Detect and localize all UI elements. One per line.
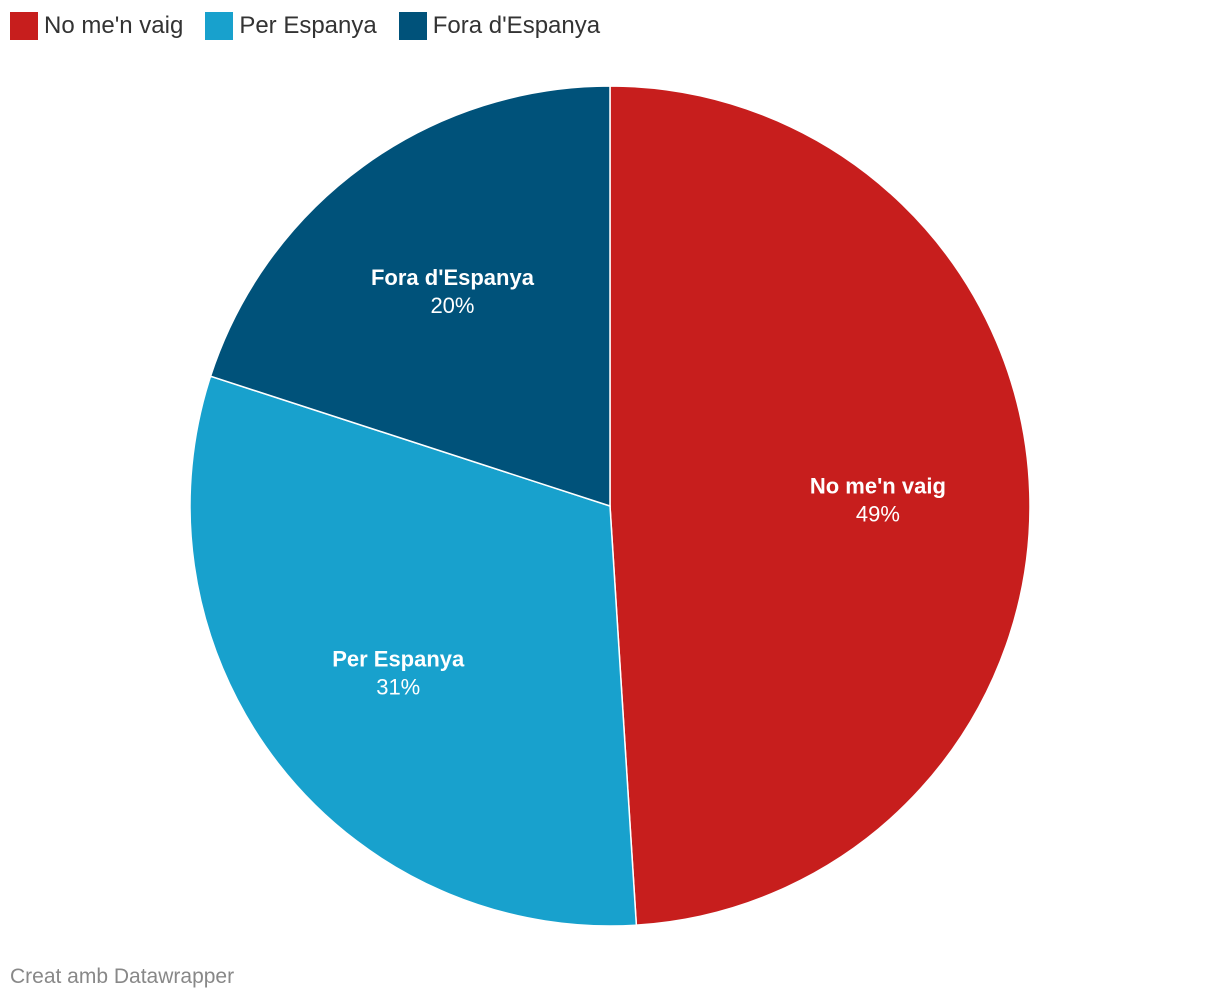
slice-label-per-espanya: Per Espanya [332, 646, 465, 671]
legend-swatch [10, 12, 38, 40]
slice-label-fora-d-espanya: Fora d'Espanya [371, 265, 535, 290]
pie-slice-fora-d-espanya [209, 85, 611, 508]
footer-credit: Creat amb Datawrapper [10, 965, 235, 988]
legend-swatch [205, 12, 234, 40]
pie-slice-per-espanya [189, 375, 638, 927]
legend-label: Per Espanya [239, 12, 377, 39]
slice-value-fora-d-espanya: 20% [430, 293, 474, 318]
legend-item-per-espanya: Per Espanya [205, 12, 377, 40]
slice-value-no-me-n-vaig: 49% [856, 502, 900, 527]
pie-slice-no-me-n-vaig [609, 85, 1031, 926]
legend-swatch [398, 12, 427, 40]
slice-label-no-me-n-vaig: No me'n vaig [810, 474, 946, 499]
slice-value-per-espanya: 31% [376, 674, 420, 699]
legend-label: No me'n vaig [44, 12, 184, 39]
legend-item-fora-despanya: Fora d'Espanya [398, 12, 601, 40]
pie-chart: No me'n vaig 49% Per Espanya 31% Fora d'Espa… [189, 85, 1031, 927]
legend-item-no-men-vaig: No me'n vaig [10, 12, 183, 40]
legend-label: Fora d'Espanya [432, 12, 601, 39]
legend: No me'n vaig Per Espanya Fora d'Espanya [10, 12, 600, 40]
